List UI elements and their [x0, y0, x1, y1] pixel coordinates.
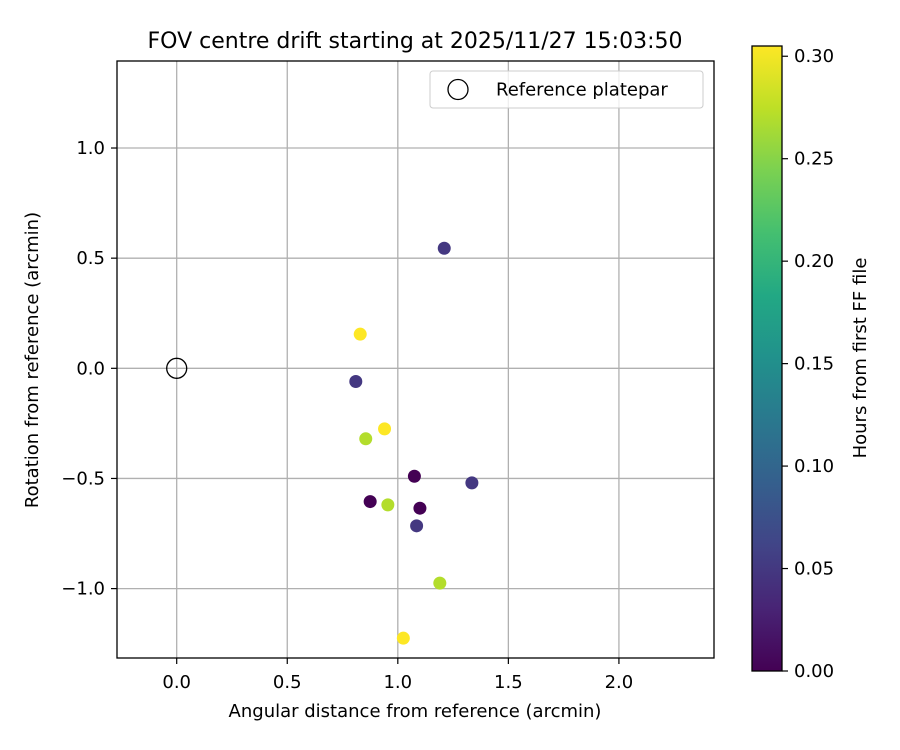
- legend-marker-reference: [447, 78, 469, 101]
- colorbar-tick-label: 0.30: [794, 46, 834, 67]
- legend-box: [429, 70, 704, 109]
- data-point: [413, 501, 427, 515]
- data-point: [407, 469, 421, 483]
- y-tick-label: −0.5: [61, 468, 105, 489]
- axis-ticks: 0.0 0.5 1.0 1.5 2.0 −1.0 −0.5 0.0 0.5 1.0: [61, 138, 633, 693]
- data-points: [166, 241, 479, 645]
- data-point: [465, 476, 479, 490]
- x-tick-label: 2.0: [605, 672, 634, 693]
- grid: [117, 61, 714, 658]
- colorbar-label: Hours from first FF file: [850, 258, 871, 459]
- data-point: [349, 375, 363, 389]
- chart-title: FOV centre drift starting at 2025/11/27 …: [148, 29, 683, 54]
- colorbar-tick-label: 0.20: [794, 251, 834, 272]
- colorbar-tick-label: 0.10: [794, 456, 834, 477]
- data-point: [437, 241, 451, 255]
- data-point: [396, 631, 410, 645]
- y-tick-label: 0.5: [76, 248, 105, 269]
- reference-platepar-marker: [166, 357, 188, 379]
- colorbar-tick-label: 0.05: [794, 559, 834, 580]
- data-point: [433, 576, 447, 590]
- data-point: [353, 327, 367, 341]
- y-tick-label: 0.0: [76, 358, 105, 379]
- x-tick-label: 0.0: [162, 672, 191, 693]
- colorbar-tick-label: 0.15: [794, 354, 834, 375]
- y-tick-label: −1.0: [61, 579, 105, 600]
- plot-frame: [116, 60, 715, 659]
- legend-label-reference: Reference platepar: [496, 80, 668, 101]
- colorbar: 0.00 0.05 0.10 0.15 0.20 0.25 0.30 Hours from …: [751, 45, 871, 682]
- colorbar-gradient: [751, 45, 783, 672]
- y-tick-label: 1.0: [76, 138, 105, 159]
- legend: Reference platepar: [429, 70, 704, 109]
- data-point: [359, 432, 373, 446]
- colorbar-ticks: 0.00 0.05 0.10 0.15 0.20 0.25 0.30: [782, 46, 834, 682]
- colorbar-tick-label: 0.00: [794, 661, 834, 682]
- x-axis-label: Angular distance from reference (arcmin): [229, 701, 602, 722]
- data-point: [410, 519, 424, 533]
- x-tick-label: 1.0: [383, 672, 412, 693]
- data-point: [381, 498, 395, 512]
- x-tick-label: 1.5: [494, 672, 523, 693]
- data-point: [363, 495, 377, 509]
- x-tick-label: 0.5: [273, 672, 302, 693]
- y-axis-label: Rotation from reference (arcmin): [22, 212, 43, 508]
- colorbar-tick-label: 0.25: [794, 149, 834, 170]
- data-point: [378, 422, 392, 436]
